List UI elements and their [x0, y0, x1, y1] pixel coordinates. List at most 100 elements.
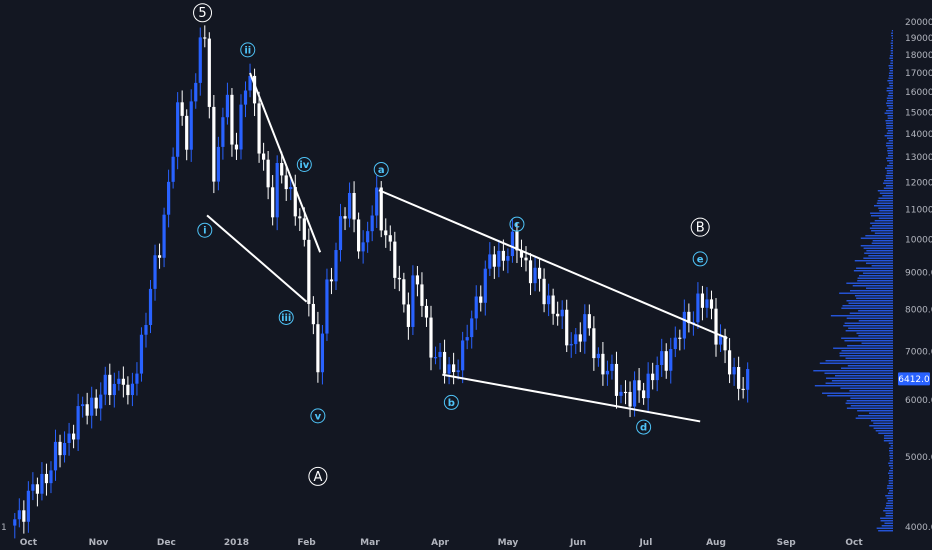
- volume-profile-bar: [839, 355, 893, 357]
- volume-profile-bar: [891, 45, 893, 47]
- last-price-tag: 6412.0: [898, 372, 930, 386]
- volume-profile-bar: [871, 265, 893, 267]
- volume-profile-bar: [845, 357, 893, 359]
- volume-profile-bar: [850, 405, 893, 407]
- volume-profile-bar: [849, 312, 893, 314]
- volume-profile-bar: [889, 447, 893, 449]
- volume-profile-bar: [865, 235, 893, 237]
- volume-profile-bar: [889, 460, 893, 462]
- volume-profile-bar: [880, 517, 893, 519]
- candle-body: [642, 390, 646, 399]
- candle-body: [637, 380, 641, 391]
- volume-profile-bar: [835, 375, 893, 377]
- candle-body: [180, 102, 184, 116]
- price-tick-label: 4000.0: [905, 523, 932, 533]
- candle-body: [343, 216, 347, 219]
- candle-body: [293, 187, 297, 217]
- volume-profile-bar: [826, 377, 893, 379]
- volume-profile-bar: [884, 112, 893, 114]
- volume-profile-bar: [884, 507, 893, 509]
- volume-profile-bar: [888, 465, 893, 467]
- price-tick-label: 17000.0: [905, 69, 932, 79]
- last-price-tag-text: 6412.0: [898, 375, 930, 385]
- volume-profile-bar: [846, 400, 893, 402]
- candle-body: [682, 311, 686, 339]
- wave-label-text: iv: [299, 160, 309, 171]
- candle-body: [465, 337, 469, 341]
- volume-profile-bar: [887, 152, 893, 154]
- candle-body: [139, 334, 144, 374]
- time-tick-label: Sep: [777, 538, 797, 548]
- volume-profile-bar: [845, 402, 893, 404]
- volume-profile-bar: [844, 322, 893, 324]
- candle-body: [732, 367, 736, 375]
- volume-profile-bar: [887, 147, 893, 149]
- candle-body: [483, 268, 487, 303]
- candle-body: [329, 279, 334, 282]
- candle-body: [619, 391, 623, 396]
- candle-body: [388, 235, 392, 242]
- price-tick-label: 7000.0: [905, 347, 932, 357]
- volume-profile-bar: [887, 137, 893, 139]
- volume-profile-bar: [879, 210, 893, 212]
- candle-body: [651, 373, 655, 381]
- volume-profile-bar: [842, 305, 893, 307]
- volume-profile-bar: [841, 307, 893, 309]
- time-axis[interactable]: Oct Nov Dec 2018 Feb Mar Apr May Jun Jul Aug Sep Oct: [20, 538, 864, 548]
- volume-profile-bar: [888, 67, 893, 69]
- volume-profile-bar: [891, 37, 893, 39]
- volume-profile-bar: [888, 480, 893, 482]
- volume-profile-bar: [866, 250, 893, 252]
- candle-body: [40, 473, 44, 494]
- volume-profile-bar: [887, 500, 893, 502]
- time-tick-label: 2018: [224, 538, 249, 548]
- candle-body: [461, 340, 465, 371]
- volume-profile-bar: [878, 207, 893, 209]
- volume-profile-bar: [857, 277, 893, 279]
- candle-body: [569, 344, 573, 346]
- volume-profile-bar: [885, 120, 893, 122]
- volume-profile-bar: [890, 47, 893, 49]
- volume-profile-bar: [885, 175, 893, 177]
- candle-body: [623, 391, 628, 394]
- candle-body: [366, 231, 370, 243]
- candle-body: [596, 353, 600, 359]
- candle-body: [452, 364, 456, 373]
- wave-label-circle: [240, 42, 256, 58]
- candle-body: [673, 337, 677, 350]
- volume-profile-bar: [819, 362, 893, 364]
- candle-body: [347, 192, 352, 219]
- volume-profile: [813, 30, 893, 532]
- volume-profile-bar: [852, 285, 893, 287]
- volume-profile-bar: [878, 530, 893, 532]
- candle-body: [614, 363, 619, 396]
- volume-profile-bar: [886, 97, 893, 99]
- price-tick-label: 5000.0: [905, 453, 932, 463]
- candle-body: [234, 144, 239, 150]
- time-tick-label: Aug: [706, 538, 726, 548]
- time-tick-label: Apr: [431, 538, 449, 548]
- volume-profile-bar: [840, 387, 893, 389]
- volume-profile-bar: [883, 440, 893, 442]
- volume-profile-bar: [827, 395, 893, 397]
- candle-body: [655, 365, 659, 381]
- candle-body: [311, 303, 315, 325]
- time-tick-label: Jun: [569, 538, 586, 548]
- volume-profile-bar: [848, 327, 893, 329]
- volume-profile-bar: [886, 87, 893, 89]
- candle-body: [515, 231, 519, 251]
- volume-profile-bar: [885, 167, 893, 169]
- price-axis[interactable]: 4000.0 5000.0 6000.0 7000.0 8000.0 9000.0 1000…: [905, 18, 932, 533]
- candle-body: [99, 394, 103, 409]
- candle-body: [632, 380, 637, 407]
- candle-body: [307, 239, 311, 304]
- volume-profile-bar: [846, 407, 893, 409]
- volume-profile-bar: [883, 182, 893, 184]
- volume-profile-bar: [888, 140, 893, 142]
- candle-body: [316, 324, 320, 373]
- volume-profile-bar: [871, 242, 893, 244]
- volume-profile-bar: [839, 352, 893, 354]
- volume-profile-bar: [889, 457, 893, 459]
- candle-body: [62, 442, 67, 456]
